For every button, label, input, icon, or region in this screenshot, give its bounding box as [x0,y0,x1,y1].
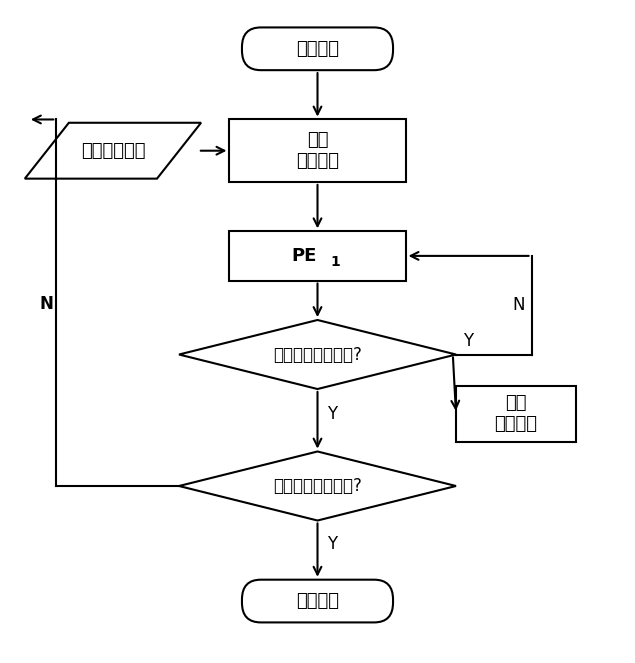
FancyBboxPatch shape [242,27,393,70]
Bar [229,231,406,280]
FancyBboxPatch shape [242,579,393,623]
Text: Y: Y [464,332,474,350]
Text: 1: 1 [330,255,340,269]
Text: Y: Y [327,404,337,423]
Polygon shape [179,320,456,389]
Text: PE: PE [291,247,316,265]
Text: 当前元素计算完成?: 当前元素计算完成? [273,345,362,363]
Text: 待乘矩阵数据: 待乘矩阵数据 [81,142,145,160]
Bar [456,386,575,442]
Text: 存储
计算结果: 存储 计算结果 [494,394,537,433]
Text: Y: Y [327,534,337,552]
Text: 读取
相关数据: 读取 相关数据 [296,131,339,170]
Text: 开始计算: 开始计算 [296,40,339,58]
Polygon shape [25,123,201,178]
Text: 结束计算: 结束计算 [296,592,339,610]
Text: N: N [39,296,53,314]
Polygon shape [179,452,456,520]
Text: N: N [512,296,525,314]
Bar [229,119,406,182]
Text: 当前矩阵计算完成?: 当前矩阵计算完成? [273,477,362,495]
